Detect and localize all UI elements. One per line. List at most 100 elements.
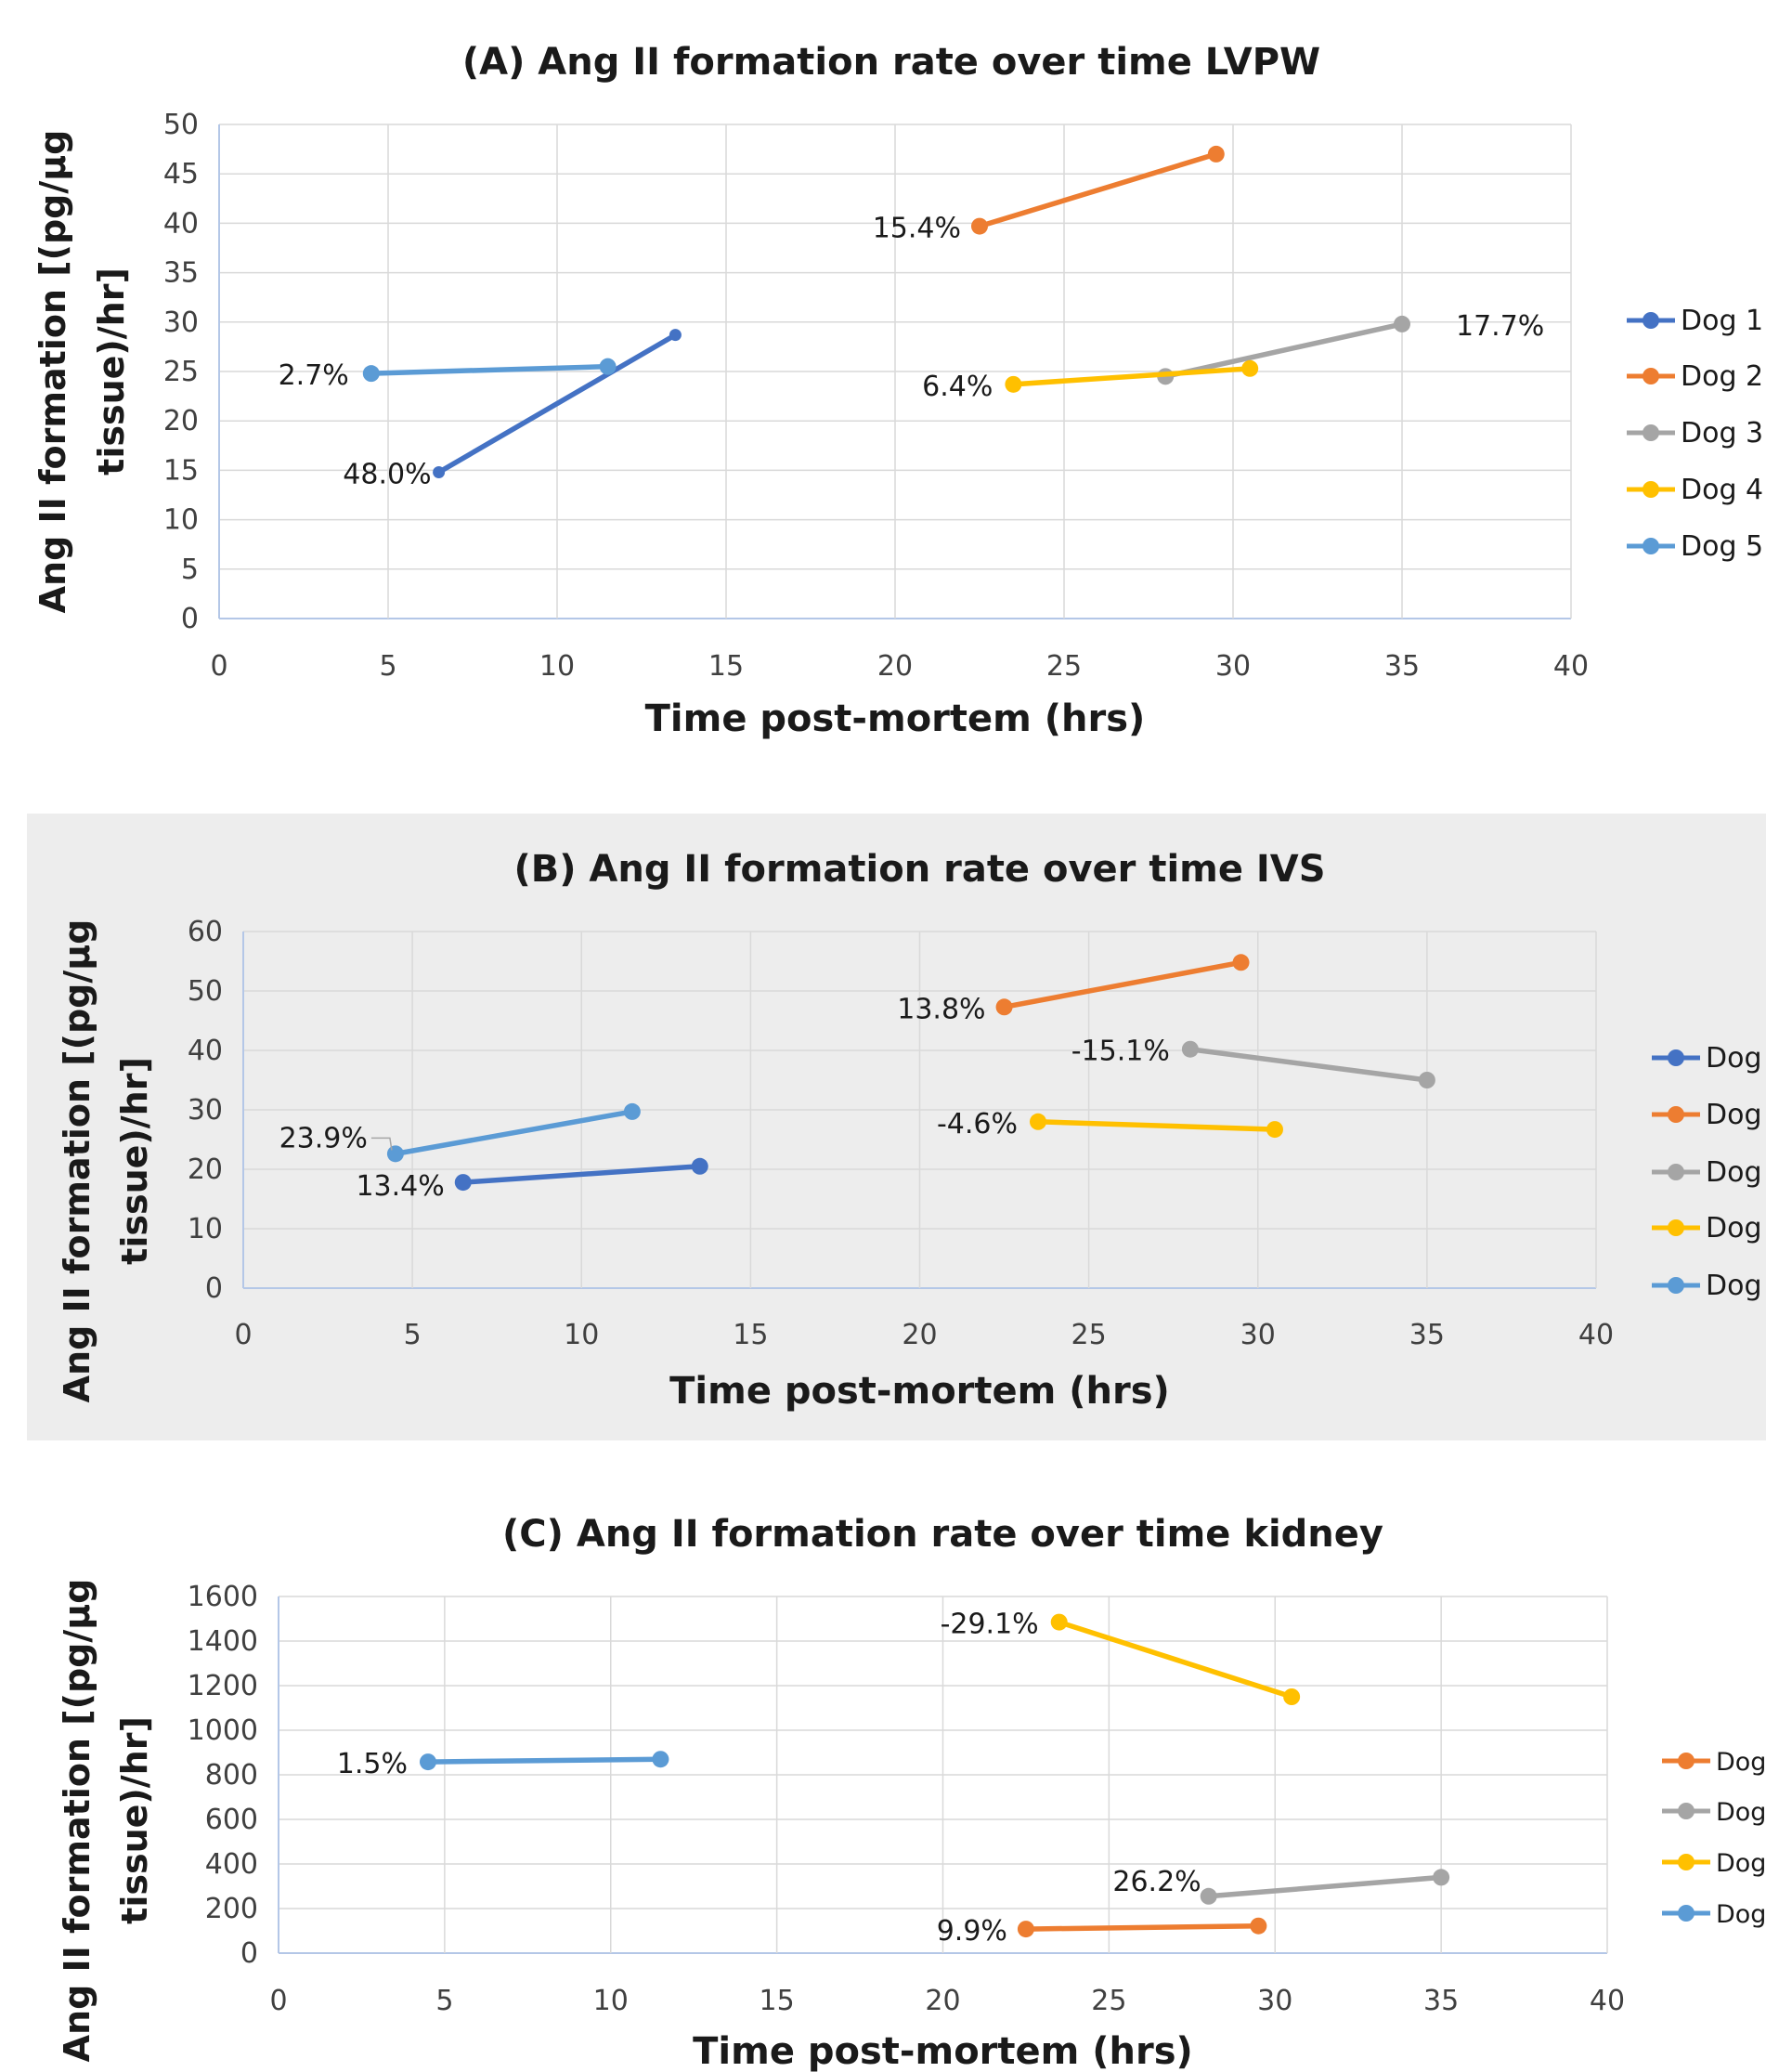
x-tick-label: 25	[1071, 1319, 1107, 1351]
data-point	[419, 1753, 436, 1771]
x-tick-label: 5	[435, 1985, 453, 2017]
legend: Dog Dog Dog Dog	[1662, 1748, 1766, 1929]
series-line	[977, 151, 1219, 229]
x-tick-label: 5	[404, 1319, 422, 1351]
y-tick-label: 35	[163, 257, 199, 290]
y-tick-label: 1200	[188, 1670, 258, 1702]
y-tick-label: 0	[205, 1272, 223, 1305]
x-tick-label: 30	[1257, 1985, 1292, 2017]
x-tick-label: 0	[234, 1319, 252, 1351]
series-2: 13.8%	[897, 954, 1250, 1025]
legend-label: Dog	[1706, 1099, 1762, 1131]
series-2: 15.4%	[873, 145, 1225, 245]
legend-item: Dog 2	[1627, 360, 1763, 393]
legend-swatch-marker	[1678, 1854, 1695, 1870]
x-tick-label: 30	[1215, 650, 1251, 683]
legend-swatch-marker	[1668, 1219, 1684, 1236]
legend-label: Dog 1	[1681, 305, 1763, 337]
x-tick-label: 20	[877, 650, 913, 683]
data-point	[1181, 1040, 1199, 1058]
legend-item: Dog	[1662, 1798, 1766, 1827]
series-line	[1023, 1922, 1262, 1932]
data-label: 15.4%	[873, 213, 961, 245]
x-axis-label: Time post-mortem (hrs)	[645, 697, 1146, 740]
x-tick-label: 35	[1409, 1319, 1445, 1351]
x-axis-label: Time post-mortem (hrs)	[693, 2030, 1193, 2072]
data-point	[386, 1145, 404, 1163]
x-tick-label: 15	[708, 650, 744, 683]
data-point	[362, 365, 380, 383]
y-tick-label: 400	[205, 1848, 258, 1881]
legend-swatch-marker	[1678, 1753, 1695, 1769]
y-tick-label: 15	[163, 454, 199, 487]
legend-swatch-marker	[1678, 1803, 1695, 1819]
y-tick-label: 30	[163, 306, 199, 339]
series-line	[461, 1164, 703, 1185]
chart-title: (B) Ang II formation rate over time IVS	[513, 848, 1325, 891]
x-tick-label: 25	[1091, 1985, 1126, 2017]
y-axis-label-line: Ang II formation [(pg/µg	[32, 130, 73, 614]
series-4: 6.4%	[922, 359, 1259, 403]
data-label: -29.1%	[941, 1609, 1039, 1641]
x-tick-label: 25	[1046, 650, 1082, 683]
series-3: -15.1%	[1071, 1036, 1435, 1088]
series-line	[1010, 366, 1253, 387]
y-axis-label: Ang II formation [(pg/µg tissue)/hr]	[32, 130, 132, 614]
series-line	[1188, 1046, 1430, 1083]
y-axis-label-line: Ang II formation [(pg/µg	[57, 1579, 97, 2063]
series-line	[435, 332, 679, 476]
legend-swatch-marker	[1668, 1277, 1684, 1294]
legend-item: Dog	[1652, 1042, 1762, 1075]
legend-swatch-marker	[1668, 1049, 1684, 1066]
x-tick-label: 20	[902, 1319, 937, 1351]
legend-label: Dog	[1706, 1042, 1762, 1075]
data-label: 2.7%	[279, 359, 349, 392]
data-label-leader	[370, 1137, 393, 1151]
data-point	[1266, 1121, 1283, 1139]
series-4: 1.5%	[337, 1748, 669, 1780]
legend-label: Dog 4	[1681, 474, 1763, 506]
y-axis-label: Ang II formation [(pg/µg tissue)/hr]	[57, 919, 155, 1403]
legend-label: Dog 5	[1681, 530, 1763, 563]
legend-item: Dog	[1652, 1099, 1762, 1131]
series-line	[1035, 1119, 1278, 1132]
legend-item: Dog	[1652, 1212, 1762, 1245]
y-tick-label: 5	[181, 554, 199, 586]
data-point	[971, 217, 988, 235]
x-axis-label: Time post-mortem (hrs)	[669, 1370, 1170, 1413]
data-point	[995, 998, 1013, 1016]
data-point	[652, 1751, 669, 1768]
y-tick-label: 40	[163, 207, 199, 240]
legend-swatch-marker	[1668, 1106, 1684, 1123]
series-3: -29.1%	[941, 1609, 1301, 1705]
y-tick-label: 1400	[188, 1625, 258, 1658]
data-point	[1005, 375, 1022, 393]
legend-label: Dog	[1716, 1849, 1766, 1878]
data-point	[1394, 315, 1410, 332]
x-tick-label: 35	[1423, 1985, 1459, 2017]
series-line	[393, 1109, 635, 1157]
x-tick-label: 35	[1384, 650, 1420, 683]
legend-item: Dog 3	[1627, 417, 1763, 450]
data-point	[433, 466, 446, 479]
legend-item: Dog 1	[1627, 305, 1763, 337]
data-point	[1029, 1113, 1046, 1130]
chart-a: 0 5 10 15 20 25 30 35 40 45 50 0 5 10 15 20 25 30 35 40 (A) …	[32, 41, 1763, 740]
data-point	[1433, 1869, 1450, 1886]
y-tick-label: 30	[188, 1094, 223, 1127]
legend-label: Dog	[1706, 1156, 1762, 1189]
legend-label: Dog	[1706, 1270, 1762, 1302]
series-line	[1056, 1619, 1294, 1700]
chart-title: (C) Ang II formation rate over time kidn…	[502, 1513, 1383, 1556]
data-point	[599, 358, 617, 375]
data-point	[1017, 1921, 1034, 1938]
y-tick-label: 0	[240, 1937, 258, 1970]
data-point	[1200, 1887, 1217, 1905]
data-point	[1050, 1613, 1068, 1631]
y-axis-label-line: tissue)/hr]	[114, 1057, 155, 1265]
y-tick-label: 60	[188, 916, 223, 948]
data-point	[1241, 359, 1259, 377]
series-1: 13.4%	[356, 1157, 708, 1203]
legend-label: Dog	[1716, 1798, 1766, 1827]
